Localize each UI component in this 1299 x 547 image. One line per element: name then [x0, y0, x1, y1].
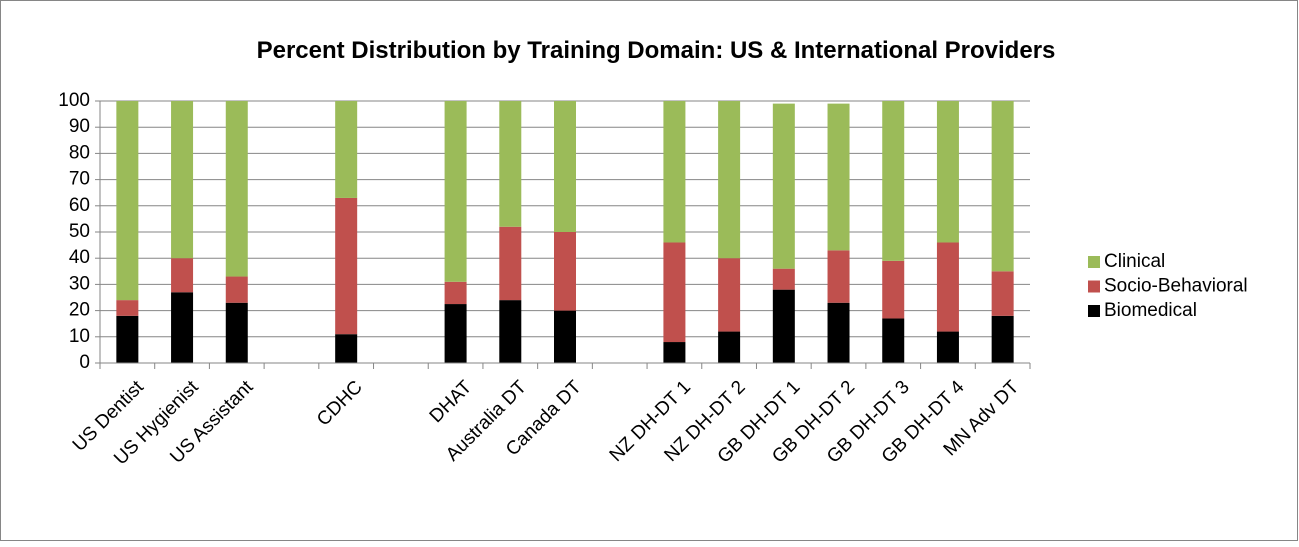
bar-segment [116, 300, 139, 316]
bar-segment [882, 318, 905, 363]
bar-segment [335, 101, 358, 198]
bar-segment [225, 101, 248, 277]
bar-segment [171, 101, 194, 259]
y-tick-label: 0 [79, 352, 90, 373]
bar-segment [554, 310, 576, 363]
bar-segment [882, 101, 905, 261]
y-tick-label: 80 [69, 142, 90, 163]
bar-segment [499, 101, 522, 227]
bar-segment [444, 304, 467, 363]
y-tick-label: 90 [69, 116, 90, 137]
legend-swatch [1088, 256, 1100, 268]
bar-segment [991, 101, 1014, 272]
y-tick-label: 60 [69, 195, 90, 216]
chart-title: Percent Distribution by Training Domain:… [257, 37, 1056, 64]
bar-segment [718, 101, 741, 259]
legend-swatch [1088, 305, 1100, 317]
legend-label: Socio-Behavioral [1104, 276, 1248, 297]
bar-segment [718, 258, 741, 332]
bar-segment [772, 268, 795, 290]
bar-segment [116, 315, 139, 363]
bar-segment [116, 101, 139, 301]
bar-segment [335, 197, 358, 335]
y-tick-label: 100 [58, 90, 90, 111]
bar-segment [225, 302, 248, 363]
bar-segment [991, 271, 1014, 316]
bar-segment [991, 315, 1014, 363]
y-tick-label: 50 [69, 221, 90, 242]
bar-segment [772, 289, 795, 363]
y-tick-label: 40 [69, 247, 90, 268]
legend-label: Biomedical [1104, 300, 1197, 321]
bar-segment [936, 101, 959, 243]
bar-segment [718, 331, 741, 363]
bar-segment [936, 331, 959, 363]
y-tick-label: 30 [69, 273, 90, 294]
bar-segment [827, 302, 850, 363]
bar-segment [171, 292, 194, 363]
bar-segment [772, 103, 795, 269]
bar-segment [335, 334, 358, 363]
y-tick-label: 20 [69, 300, 90, 321]
bar-segment [663, 342, 686, 363]
bar-segment [171, 258, 194, 293]
bar-segment [936, 242, 959, 332]
bar-segment [827, 103, 850, 251]
legend-swatch [1088, 280, 1100, 293]
bar-segment [499, 226, 522, 301]
bar-segment [663, 101, 686, 243]
bar-segment [444, 101, 467, 282]
bar-segment [225, 276, 248, 303]
bar-segment [444, 281, 467, 305]
legend-label: Clinical [1104, 251, 1165, 272]
bar-segment [554, 101, 576, 232]
bar-segment [663, 242, 686, 343]
bar-segment [554, 232, 576, 311]
y-tick-label: 70 [69, 169, 90, 190]
bar-segment [499, 300, 522, 363]
bar-segment [827, 250, 850, 303]
bar-segment [882, 260, 905, 319]
y-tick-label: 10 [69, 326, 90, 347]
